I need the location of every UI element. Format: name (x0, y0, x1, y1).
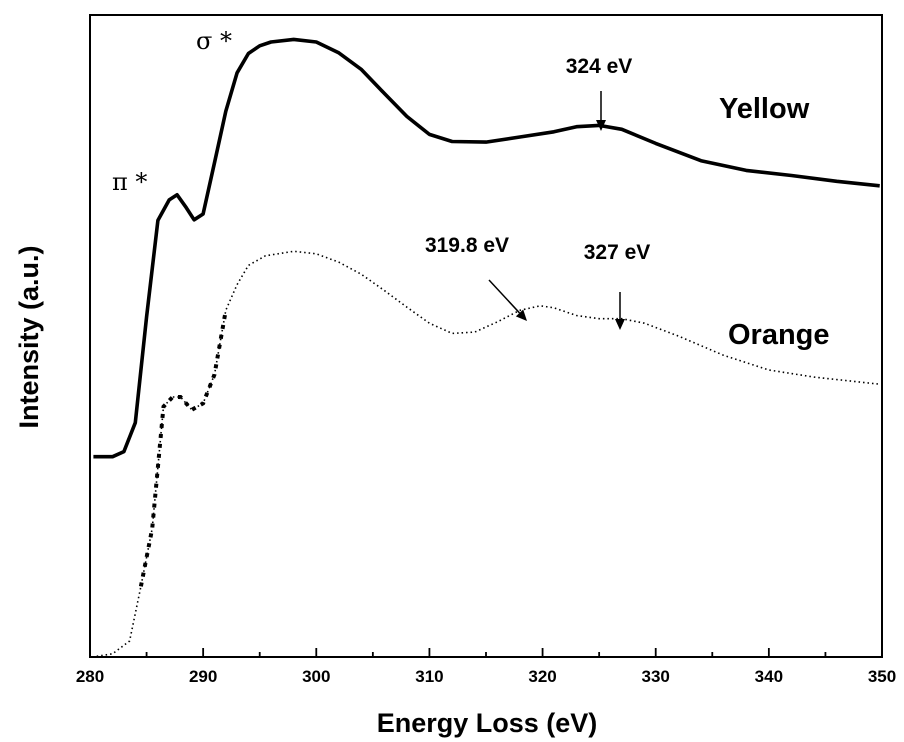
x-tick-label: 300 (302, 667, 330, 686)
annotation-arrow (596, 91, 606, 131)
annotation-layer: π * σ * Yellow Orange 324 eV 319.8 eV 327 eV (112, 27, 830, 351)
series-layer (92, 37, 880, 658)
annotation-319-8: 319.8 eV (425, 234, 509, 257)
x-tick-label: 350 (868, 667, 896, 686)
series-label-yellow: Yellow (719, 93, 810, 125)
x-tick-label: 280 (76, 667, 104, 686)
x-tick-label: 330 (642, 667, 670, 686)
x-axis-title: Energy Loss (eV) (377, 708, 598, 738)
series-label-orange: Orange (728, 319, 830, 351)
x-tick-label: 320 (528, 667, 556, 686)
series-line-yellow (93, 37, 880, 459)
x-axis-ticks: 280 290 300 310 320 330 340 350 (76, 648, 896, 686)
annotation-arrow (488, 279, 527, 321)
annotation-arrow (615, 292, 625, 330)
peak-label: π * (112, 168, 147, 196)
peak-label: σ * (196, 27, 232, 55)
series-line-orange-edge (138, 309, 228, 587)
x-tick-label: 310 (415, 667, 443, 686)
x-tick-label: 340 (755, 667, 783, 686)
series-line-orange (92, 250, 880, 658)
annotation-327: 327 eV (584, 241, 651, 264)
y-axis-title: Intensity (a.u.) (14, 245, 44, 428)
x-tick-label: 290 (189, 667, 217, 686)
annotation-324: 324 eV (566, 55, 633, 78)
